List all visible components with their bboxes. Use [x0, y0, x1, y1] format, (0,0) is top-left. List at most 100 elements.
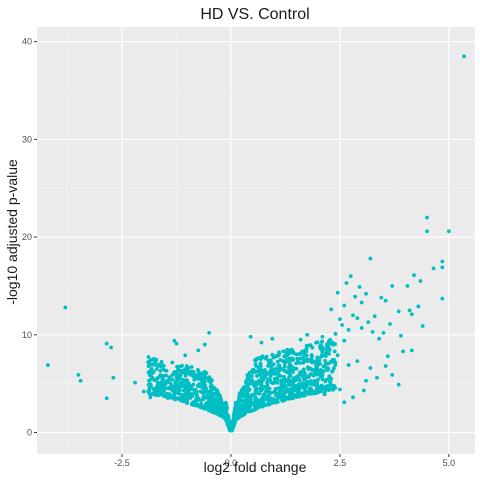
data-point [196, 348, 201, 353]
data-point [390, 284, 395, 288]
data-point [256, 390, 261, 395]
data-point [277, 386, 282, 390]
data-point [368, 256, 373, 261]
data-point [287, 362, 292, 367]
data-point [273, 354, 278, 359]
data-point [224, 410, 229, 415]
data-point [320, 339, 325, 344]
data-point [199, 401, 204, 406]
data-point [288, 379, 293, 383]
data-point [240, 391, 245, 396]
data-point [275, 376, 279, 381]
data-point [152, 390, 156, 395]
data-point [320, 334, 325, 339]
data-point [206, 376, 211, 381]
data-point [311, 382, 316, 387]
data-point [167, 375, 172, 380]
y-tick-label: 20 [22, 232, 32, 242]
data-point [259, 380, 263, 385]
data-point [146, 370, 151, 375]
data-point [180, 363, 184, 368]
data-point [383, 364, 388, 368]
data-point [288, 351, 292, 356]
data-point [148, 395, 153, 400]
data-point [264, 354, 269, 359]
data-point [303, 374, 308, 379]
data-point [160, 377, 165, 382]
data-point [154, 367, 159, 371]
data-point [314, 340, 318, 345]
data-point [185, 371, 190, 376]
data-point [172, 338, 177, 343]
data-point [278, 358, 283, 362]
data-point [346, 363, 351, 367]
data-point [253, 358, 257, 363]
data-point [321, 347, 326, 352]
data-point [416, 304, 421, 309]
data-point [216, 400, 221, 405]
y-tick-label: 30 [22, 134, 32, 144]
data-point [154, 387, 159, 392]
data-point [280, 394, 285, 398]
data-point [321, 364, 326, 369]
data-point [276, 372, 281, 377]
data-point [366, 320, 371, 324]
data-point [276, 363, 281, 368]
data-point [264, 385, 268, 389]
data-point [291, 378, 296, 383]
data-point [256, 365, 260, 369]
data-point [331, 386, 335, 391]
data-point [277, 394, 281, 399]
data-point [300, 391, 305, 396]
data-point [159, 359, 164, 364]
data-point [275, 359, 280, 364]
data-point [351, 313, 355, 318]
data-point [278, 368, 282, 372]
y-axis-label: -log10 adjusted p-value [4, 159, 20, 305]
data-point [281, 397, 285, 402]
data-point [377, 336, 382, 341]
data-point [297, 377, 302, 382]
data-point [282, 359, 287, 364]
data-point [308, 372, 313, 377]
major-gridlines [37, 27, 475, 454]
data-point [332, 349, 337, 354]
data-point [258, 355, 263, 360]
data-point [147, 387, 152, 391]
data-point [76, 372, 81, 377]
data-point [265, 382, 270, 386]
data-point [355, 359, 360, 364]
data-point [294, 352, 299, 357]
data-point [163, 385, 168, 390]
data-point [191, 382, 196, 387]
data-point [302, 377, 306, 382]
data-point [271, 397, 275, 401]
data-point [440, 265, 445, 270]
data-point [168, 381, 173, 386]
data-point [207, 395, 211, 400]
data-point [307, 343, 312, 348]
data-point [329, 376, 334, 381]
data-point [158, 373, 163, 378]
data-point [212, 386, 217, 391]
data-point [337, 387, 342, 392]
data-point [274, 393, 278, 398]
data-point [210, 409, 215, 414]
data-point [260, 376, 265, 381]
x-tick-label: -2.5 [114, 458, 130, 468]
data-point [284, 379, 288, 384]
data-point [198, 389, 203, 394]
data-point [364, 291, 368, 296]
data-point [357, 285, 362, 289]
data-point [291, 387, 296, 392]
data-point [259, 396, 264, 401]
data-point [295, 388, 300, 393]
data-point [257, 370, 262, 374]
data-point [182, 383, 187, 387]
data-point [184, 391, 189, 396]
data-point [375, 375, 379, 380]
data-point [319, 354, 324, 359]
data-point [220, 403, 225, 408]
data-point [325, 345, 329, 350]
